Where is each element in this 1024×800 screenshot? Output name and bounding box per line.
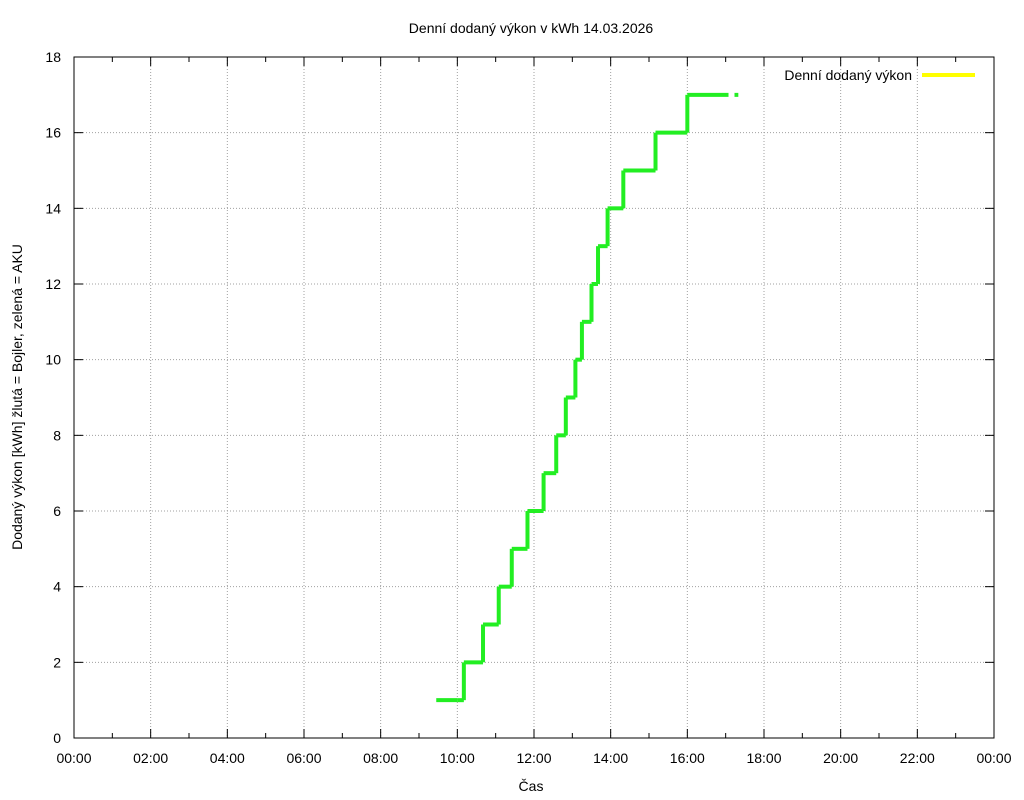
y-tick-label: 2 [53, 654, 61, 670]
y-tick-label: 14 [45, 200, 61, 216]
y-tick-label: 0 [53, 730, 61, 746]
y-tick-label: 4 [53, 579, 61, 595]
x-tick-label: 14:00 [593, 750, 628, 766]
tick-labels: 00:00 02:00 04:00 06:00 08:00 10:00 12:00 14:00… [45, 49, 1011, 766]
y-tick-label: 6 [53, 503, 61, 519]
x-tick-label: 22:00 [900, 750, 935, 766]
x-tick-label: 06:00 [286, 750, 321, 766]
chart-title: Denní dodaný výkon v kWh 14.03.2026 [409, 20, 654, 36]
plot-border [73, 56, 995, 739]
x-tick-label: 20:00 [823, 750, 858, 766]
y-tick-label: 12 [45, 276, 61, 292]
y-tick-label: 16 [45, 125, 61, 141]
y-axis-label: Dodaný výkon [kWh] žlutá = Bojler, zelen… [9, 244, 25, 550]
series-layer [436, 92, 739, 703]
legend-label: Denní dodaný výkon [784, 67, 912, 83]
y-tick-label: 10 [45, 352, 61, 368]
x-tick-label: 08:00 [363, 750, 398, 766]
legend: Denní dodaný výkon [784, 67, 975, 83]
y-tick-label: 8 [53, 427, 61, 443]
x-axis-label: Čas [519, 778, 544, 794]
x-tick-label: 12:00 [516, 750, 551, 766]
x-tick-label: 18:00 [746, 750, 781, 766]
x-tick-label: 02:00 [133, 750, 168, 766]
x-tick-label: 04:00 [210, 750, 245, 766]
x-tick-label: 00:00 [976, 750, 1011, 766]
x-tick-label: 16:00 [670, 750, 705, 766]
y-tick-label: 18 [45, 49, 61, 65]
x-tick-label: 00:00 [56, 750, 91, 766]
x-tick-label: 10:00 [440, 750, 475, 766]
